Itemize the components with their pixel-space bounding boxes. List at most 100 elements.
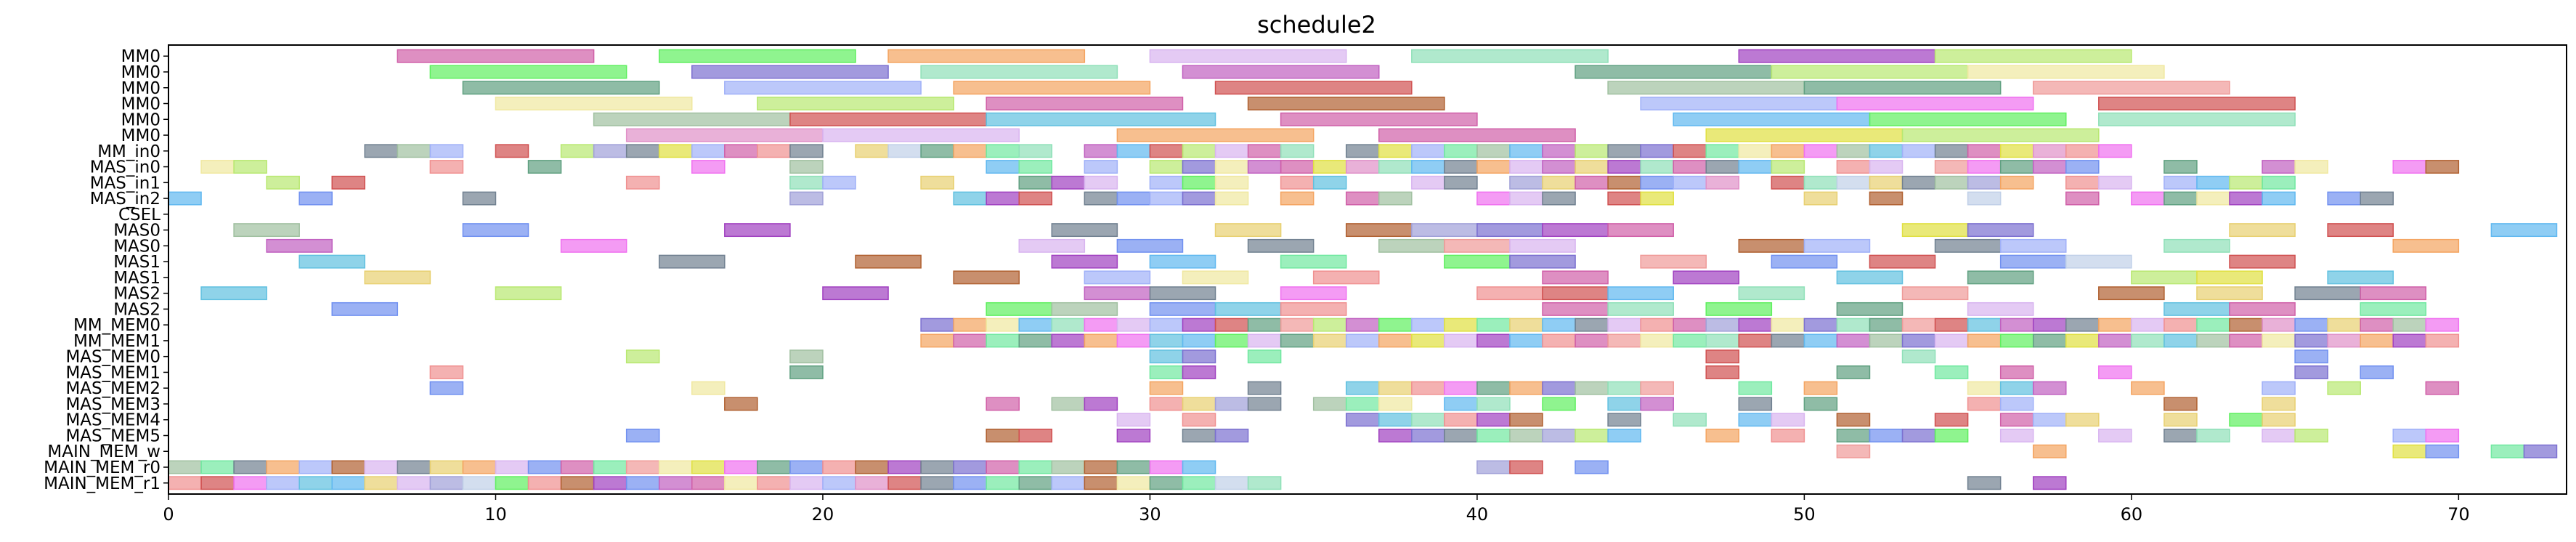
task-bar	[2098, 429, 2132, 442]
task-bar	[1869, 333, 1903, 348]
task-bar	[2032, 476, 2067, 490]
task-bar	[2262, 175, 2296, 190]
task-bar	[200, 160, 235, 174]
task-bar	[920, 317, 954, 332]
y-tick-label: MM0	[121, 126, 161, 145]
task-bar	[724, 81, 922, 95]
task-bar	[1149, 144, 1184, 158]
task-bar	[1705, 175, 1740, 190]
task-bar	[1378, 317, 1413, 332]
task-bar	[2032, 413, 2067, 427]
task-bar	[2229, 333, 2263, 348]
task-bar	[1542, 286, 1609, 301]
task-bar	[2425, 444, 2460, 458]
task-bar	[1999, 144, 2034, 158]
task-bar	[1051, 333, 1086, 348]
task-bar	[757, 460, 791, 474]
task-bar	[1673, 413, 1707, 427]
task-bar	[1934, 333, 1969, 348]
task-bar	[1934, 160, 1969, 174]
task-bar	[1345, 397, 1380, 411]
task-bar	[1705, 349, 1740, 364]
task-bar	[1771, 429, 1805, 442]
task-bar	[1182, 460, 1216, 474]
task-bar	[2065, 317, 2100, 332]
task-bar	[1214, 333, 1249, 348]
task-bar	[1771, 175, 1805, 190]
task-bar	[2262, 397, 2296, 411]
task-bar	[1182, 160, 1216, 174]
task-bar	[1116, 128, 1315, 142]
task-bar	[1705, 302, 1773, 316]
task-bar	[429, 476, 464, 490]
task-bar	[2098, 175, 2132, 190]
task-bar	[1705, 128, 1903, 142]
task-bar	[986, 397, 1020, 411]
task-bar	[986, 144, 1020, 158]
task-bar	[1640, 397, 1674, 411]
task-bar	[1673, 175, 1707, 190]
task-bar	[1836, 413, 1871, 427]
task-bar	[1149, 175, 1184, 190]
task-bar	[789, 112, 987, 126]
task-bar	[2262, 333, 2296, 348]
task-bar	[1116, 333, 1151, 348]
task-bar	[2490, 223, 2558, 238]
task-bar	[2065, 144, 2100, 158]
task-bar	[1018, 460, 1053, 474]
task-bar	[658, 460, 693, 474]
task-bar	[2262, 429, 2296, 442]
y-tick-label: MM0	[121, 63, 161, 82]
task-bar	[1836, 333, 1871, 348]
y-tick-label: MAS_MEM5	[65, 426, 161, 445]
task-bar	[1869, 144, 1903, 158]
task-bar	[1476, 460, 1511, 474]
task-bar	[233, 160, 267, 174]
task-bar	[691, 381, 726, 395]
task-bar	[1149, 254, 1216, 269]
task-bar	[1542, 270, 1609, 285]
task-bar	[1640, 160, 1674, 174]
task-bar	[1378, 191, 1413, 206]
task-bar	[1214, 144, 1249, 158]
task-bar	[1444, 175, 1478, 190]
task-bar	[1378, 160, 1413, 174]
task-bar	[331, 175, 366, 190]
task-bar	[1018, 317, 1053, 332]
task-bar	[1444, 254, 1511, 269]
task-bar	[1771, 333, 1805, 348]
task-bar	[2327, 223, 2394, 238]
task-bar	[2229, 254, 2296, 269]
task-bar	[855, 254, 922, 269]
task-bar	[1934, 175, 1969, 190]
task-bar	[1607, 223, 1674, 238]
task-bar	[1901, 317, 1936, 332]
task-bar	[691, 160, 726, 174]
task-bar	[2131, 381, 2165, 395]
task-bar	[822, 175, 856, 190]
task-bar	[429, 65, 627, 79]
task-bar	[1640, 191, 1674, 206]
task-bar	[1803, 238, 1871, 253]
task-bar	[2425, 429, 2460, 442]
task-bar	[2131, 317, 2165, 332]
task-bar	[1509, 175, 1543, 190]
task-bar	[1640, 254, 1707, 269]
task-bar	[1182, 191, 1216, 206]
task-bar	[1999, 254, 2067, 269]
task-bar	[593, 112, 791, 126]
task-bar	[1247, 476, 1282, 490]
task-bar	[1771, 254, 1838, 269]
task-bar	[1051, 460, 1086, 474]
task-bar	[2327, 381, 2361, 395]
task-bar	[1182, 397, 1216, 411]
task-bar	[1378, 128, 1576, 142]
task-bar	[1836, 444, 1871, 458]
task-bar	[168, 476, 202, 490]
task-bar	[2327, 270, 2394, 285]
task-bar	[1738, 160, 1773, 174]
task-bar	[1182, 333, 1216, 348]
task-bar	[2229, 175, 2263, 190]
x-tick-label: 40	[1466, 504, 1489, 525]
